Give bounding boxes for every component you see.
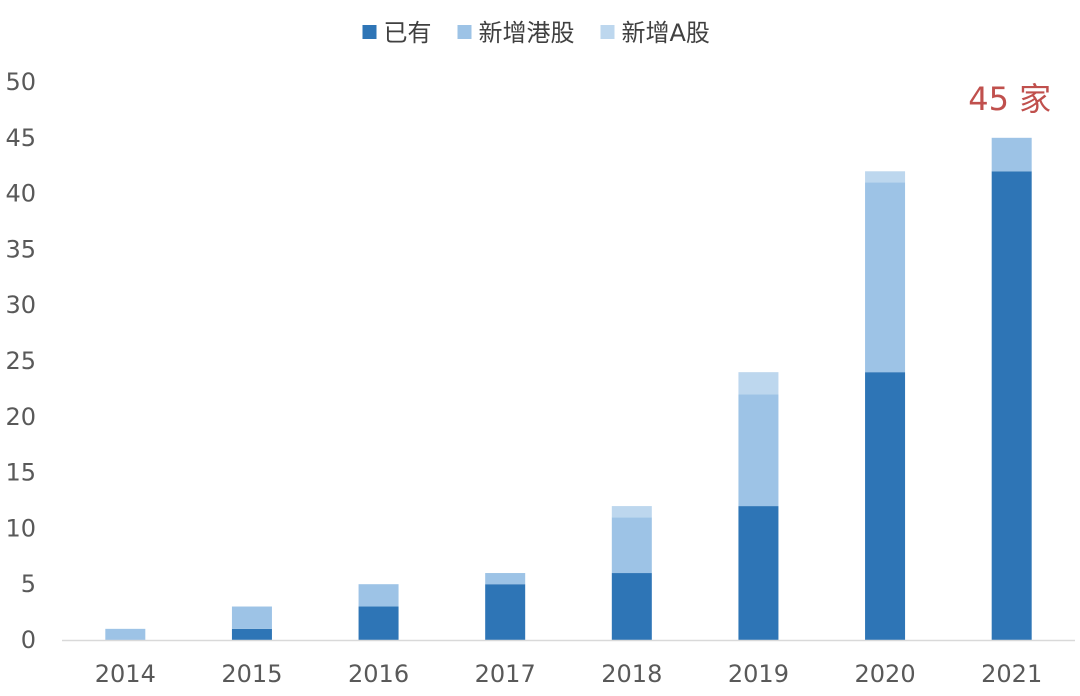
y-axis: 0 5 10 15 20 25 30 35 40 45 50 xyxy=(5,68,36,654)
bar-segment xyxy=(358,584,399,607)
y-tick-label: 15 xyxy=(5,459,36,487)
y-tick-label: 50 xyxy=(5,68,36,96)
y-tick-label: 10 xyxy=(5,514,36,542)
bar-segment xyxy=(231,606,272,629)
y-tick-label: 45 xyxy=(5,124,36,152)
x-tick-label: 2020 xyxy=(855,660,916,688)
y-tick-label: 0 xyxy=(21,626,36,654)
x-tick-label: 2016 xyxy=(348,660,409,688)
bar-segment xyxy=(865,372,906,640)
bar-segment xyxy=(611,517,652,574)
annotation-label: 45 家 xyxy=(968,80,1051,118)
bars xyxy=(105,137,1032,640)
bar-segment xyxy=(738,506,779,640)
legend-swatch xyxy=(600,25,615,39)
x-tick-label: 2021 xyxy=(981,660,1042,688)
legend-label: 已有 xyxy=(384,19,432,47)
bar-segment xyxy=(611,573,652,640)
x-tick-label: 2017 xyxy=(475,660,536,688)
x-tick-label: 2015 xyxy=(221,660,282,688)
x-tick-label: 2018 xyxy=(601,660,662,688)
bar-segment xyxy=(991,137,1032,172)
bar-segment xyxy=(485,584,526,640)
bar-segment xyxy=(105,628,146,640)
bar-segment xyxy=(231,628,272,640)
bar-segment xyxy=(865,171,906,183)
y-tick-label: 30 xyxy=(5,291,36,319)
bar-segment xyxy=(738,394,779,507)
annotations: 45 家 xyxy=(968,80,1051,118)
x-axis: 2014 2015 2016 2017 2018 2019 2020 2021 xyxy=(62,639,1075,688)
bar-segment xyxy=(865,182,906,373)
legend: 已有 新增港股 新增A股 xyxy=(362,19,710,47)
bar-segment xyxy=(358,606,399,640)
y-tick-label: 20 xyxy=(5,403,36,431)
bar-segment xyxy=(485,573,526,585)
bar-segment xyxy=(611,506,652,518)
bar-segment xyxy=(738,372,779,395)
y-tick-label: 25 xyxy=(5,347,36,375)
y-tick-label: 35 xyxy=(5,235,36,263)
legend-label: 新增港股 xyxy=(479,19,575,47)
y-tick-label: 5 xyxy=(21,570,36,598)
legend-swatch xyxy=(362,25,377,39)
legend-label: 新增A股 xyxy=(622,19,710,47)
x-tick-label: 2014 xyxy=(95,660,156,688)
y-tick-label: 40 xyxy=(5,180,36,208)
bar-segment xyxy=(991,171,1032,640)
legend-swatch xyxy=(457,25,472,39)
x-tick-label: 2019 xyxy=(728,660,789,688)
